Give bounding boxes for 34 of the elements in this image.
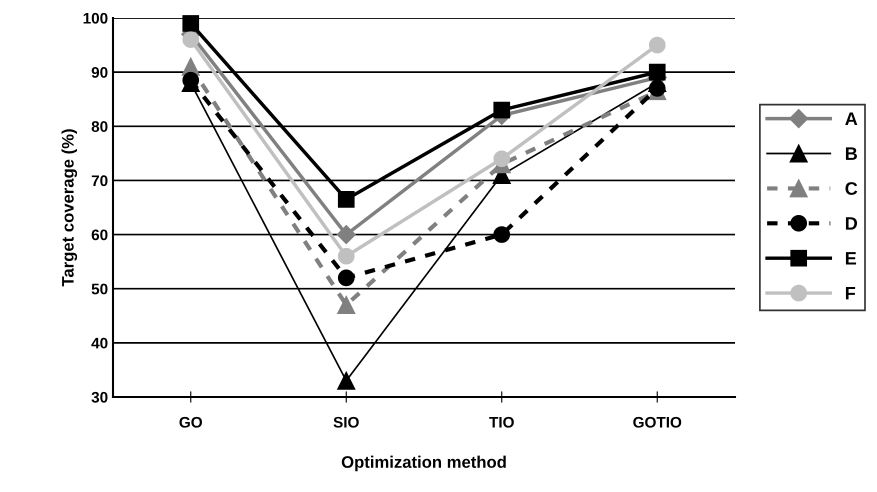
y-tick-label: 90 <box>92 67 108 78</box>
x-tick-label: SIO <box>334 416 359 428</box>
point <box>648 80 666 97</box>
x-tick-label: TIO <box>489 416 514 428</box>
legend-label: E <box>846 252 856 264</box>
legend-label: C <box>845 182 858 195</box>
point <box>182 31 200 48</box>
x-axis-title: Optimization method <box>342 456 506 472</box>
y-tick-label: 80 <box>92 121 108 132</box>
y-tick-label: 50 <box>92 284 108 294</box>
point <box>493 226 510 243</box>
y-tick-label: 60 <box>92 229 108 240</box>
y-tick-label: 30 <box>92 392 108 403</box>
y-axis-title: Target coverage (%) <box>61 129 78 286</box>
point <box>493 102 510 118</box>
y-tick-label: 100 <box>84 12 108 24</box>
legend-label: D <box>846 217 858 230</box>
y-tick-label: 40 <box>91 338 108 349</box>
point <box>648 36 666 54</box>
x-tick-label: GO <box>179 416 202 428</box>
point <box>338 248 355 265</box>
x-tick-label: GOTIO <box>633 416 682 428</box>
point <box>338 270 355 286</box>
y-tick-label: 70 <box>92 175 108 186</box>
point <box>336 225 356 244</box>
point <box>493 150 510 168</box>
point <box>338 191 355 208</box>
legend-label: F <box>846 286 856 300</box>
point <box>182 15 200 32</box>
point <box>337 372 356 390</box>
legend-label: B <box>846 147 857 160</box>
legend-label: A <box>845 112 858 125</box>
point <box>337 296 356 314</box>
point <box>648 64 666 80</box>
